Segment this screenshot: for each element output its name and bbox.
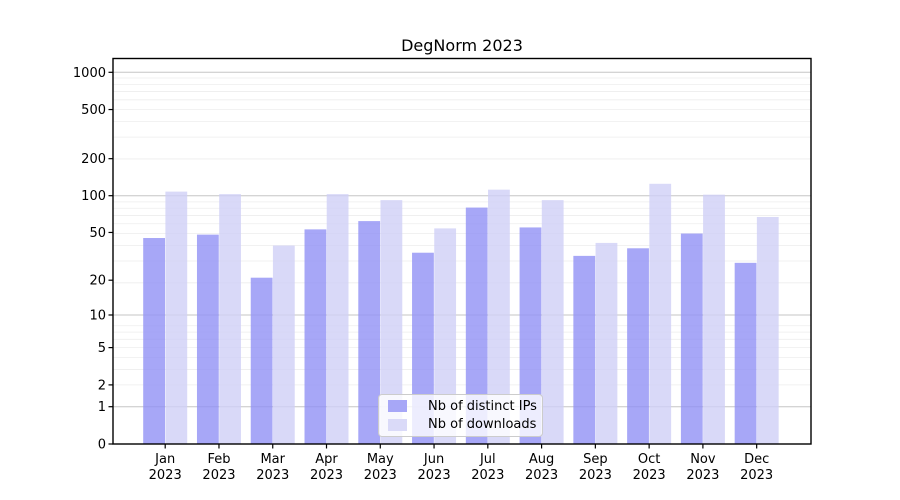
y-tick-label-1000: 1000 (73, 66, 106, 81)
bar-downloads-aug (541, 200, 564, 444)
x-tick-label-year-nov: 2023 (686, 468, 719, 483)
x-tick-label-month-mar: Mar (260, 452, 285, 467)
bar-downloads-sep (595, 242, 618, 444)
legend-item-downloads: Nb of downloads (387, 416, 537, 434)
x-tick-label-month-apr: Apr (315, 452, 338, 467)
bar-distinct-ips-jul (465, 207, 488, 444)
x-tick-label-month-may: May (367, 452, 394, 467)
y-tick-label-100: 100 (81, 189, 106, 204)
chart-title: DegNorm 2023 (401, 36, 523, 55)
bar-distinct-ips-sep (573, 255, 596, 444)
bar-downloads-dec (756, 216, 779, 444)
bar-downloads-may (380, 200, 403, 444)
x-tick-label-month-sep: Sep (583, 452, 608, 467)
bar-downloads-oct (649, 183, 672, 444)
bar-distinct-ips-mar (250, 277, 273, 444)
bar-distinct-ips-may (358, 221, 381, 444)
bar-distinct-ips-aug (519, 227, 542, 444)
bar-distinct-ips-oct (627, 248, 649, 444)
x-tick-label-year-aug: 2023 (525, 468, 558, 483)
y-tick-label-0: 0 (98, 438, 106, 453)
bar-distinct-ips-feb (196, 234, 219, 444)
y-tick-label-50: 50 (89, 226, 106, 241)
y-tick-label-5: 5 (98, 341, 106, 356)
legend-label-downloads: Nb of downloads (428, 417, 537, 433)
x-tick-label-year-feb: 2023 (202, 468, 235, 483)
bar-downloads-feb (219, 194, 241, 444)
y-tick-label-200: 200 (81, 152, 106, 167)
plot-border (112, 57, 812, 445)
x-tick-label-month-dec: Dec (744, 452, 769, 467)
legend-label-distinct-ips: Nb of distinct IPs (428, 398, 537, 414)
legend-swatch-distinct-ips (388, 400, 407, 413)
bar-downloads-apr (326, 194, 349, 444)
x-tick-label-year-may: 2023 (364, 468, 397, 483)
legend-item-distinct-ips: Nb of distinct IPs (387, 397, 537, 415)
x-tick-label-year-apr: 2023 (310, 468, 343, 483)
y-tick-label-1: 1 (98, 400, 106, 415)
x-tick-label-month-nov: Nov (690, 452, 716, 467)
x-tick-label-month-oct: Oct (638, 452, 660, 467)
x-tick-label-year-sep: 2023 (579, 468, 612, 483)
y-tick-label-20: 20 (89, 274, 106, 289)
bar-downloads-jul (488, 189, 510, 444)
x-tick-label-month-jun: Jun (423, 452, 444, 467)
x-tick-label-month-jan: Jan (154, 452, 175, 467)
bar-downloads-jan (165, 191, 188, 444)
bar-downloads-nov (703, 194, 725, 444)
x-tick-label-year-jan: 2023 (149, 468, 182, 483)
legend-swatch-downloads (388, 418, 407, 431)
x-tick-label-year-jul: 2023 (471, 468, 504, 483)
bar-distinct-ips-dec (734, 262, 757, 444)
y-tick-label-10: 10 (89, 308, 106, 323)
legend: Nb of distinct IPs Nb of downloads (378, 394, 543, 437)
y-tick-label-2: 2 (98, 378, 106, 393)
x-tick-label-year-mar: 2023 (256, 468, 289, 483)
bar-distinct-ips-jan (143, 238, 165, 444)
bar-distinct-ips-apr (304, 229, 327, 444)
x-tick-label-month-aug: Aug (529, 452, 554, 467)
x-tick-label-year-jun: 2023 (418, 468, 451, 483)
bar-downloads-jun (434, 228, 457, 444)
bar-downloads-mar (272, 245, 295, 444)
x-tick-label-month-feb: Feb (207, 452, 230, 467)
y-tick-label-500: 500 (81, 103, 106, 118)
x-tick-label-year-oct: 2023 (633, 468, 666, 483)
x-tick-label-month-jul: Jul (479, 452, 496, 467)
x-tick-label-year-dec: 2023 (740, 468, 773, 483)
bar-distinct-ips-nov (680, 233, 703, 444)
